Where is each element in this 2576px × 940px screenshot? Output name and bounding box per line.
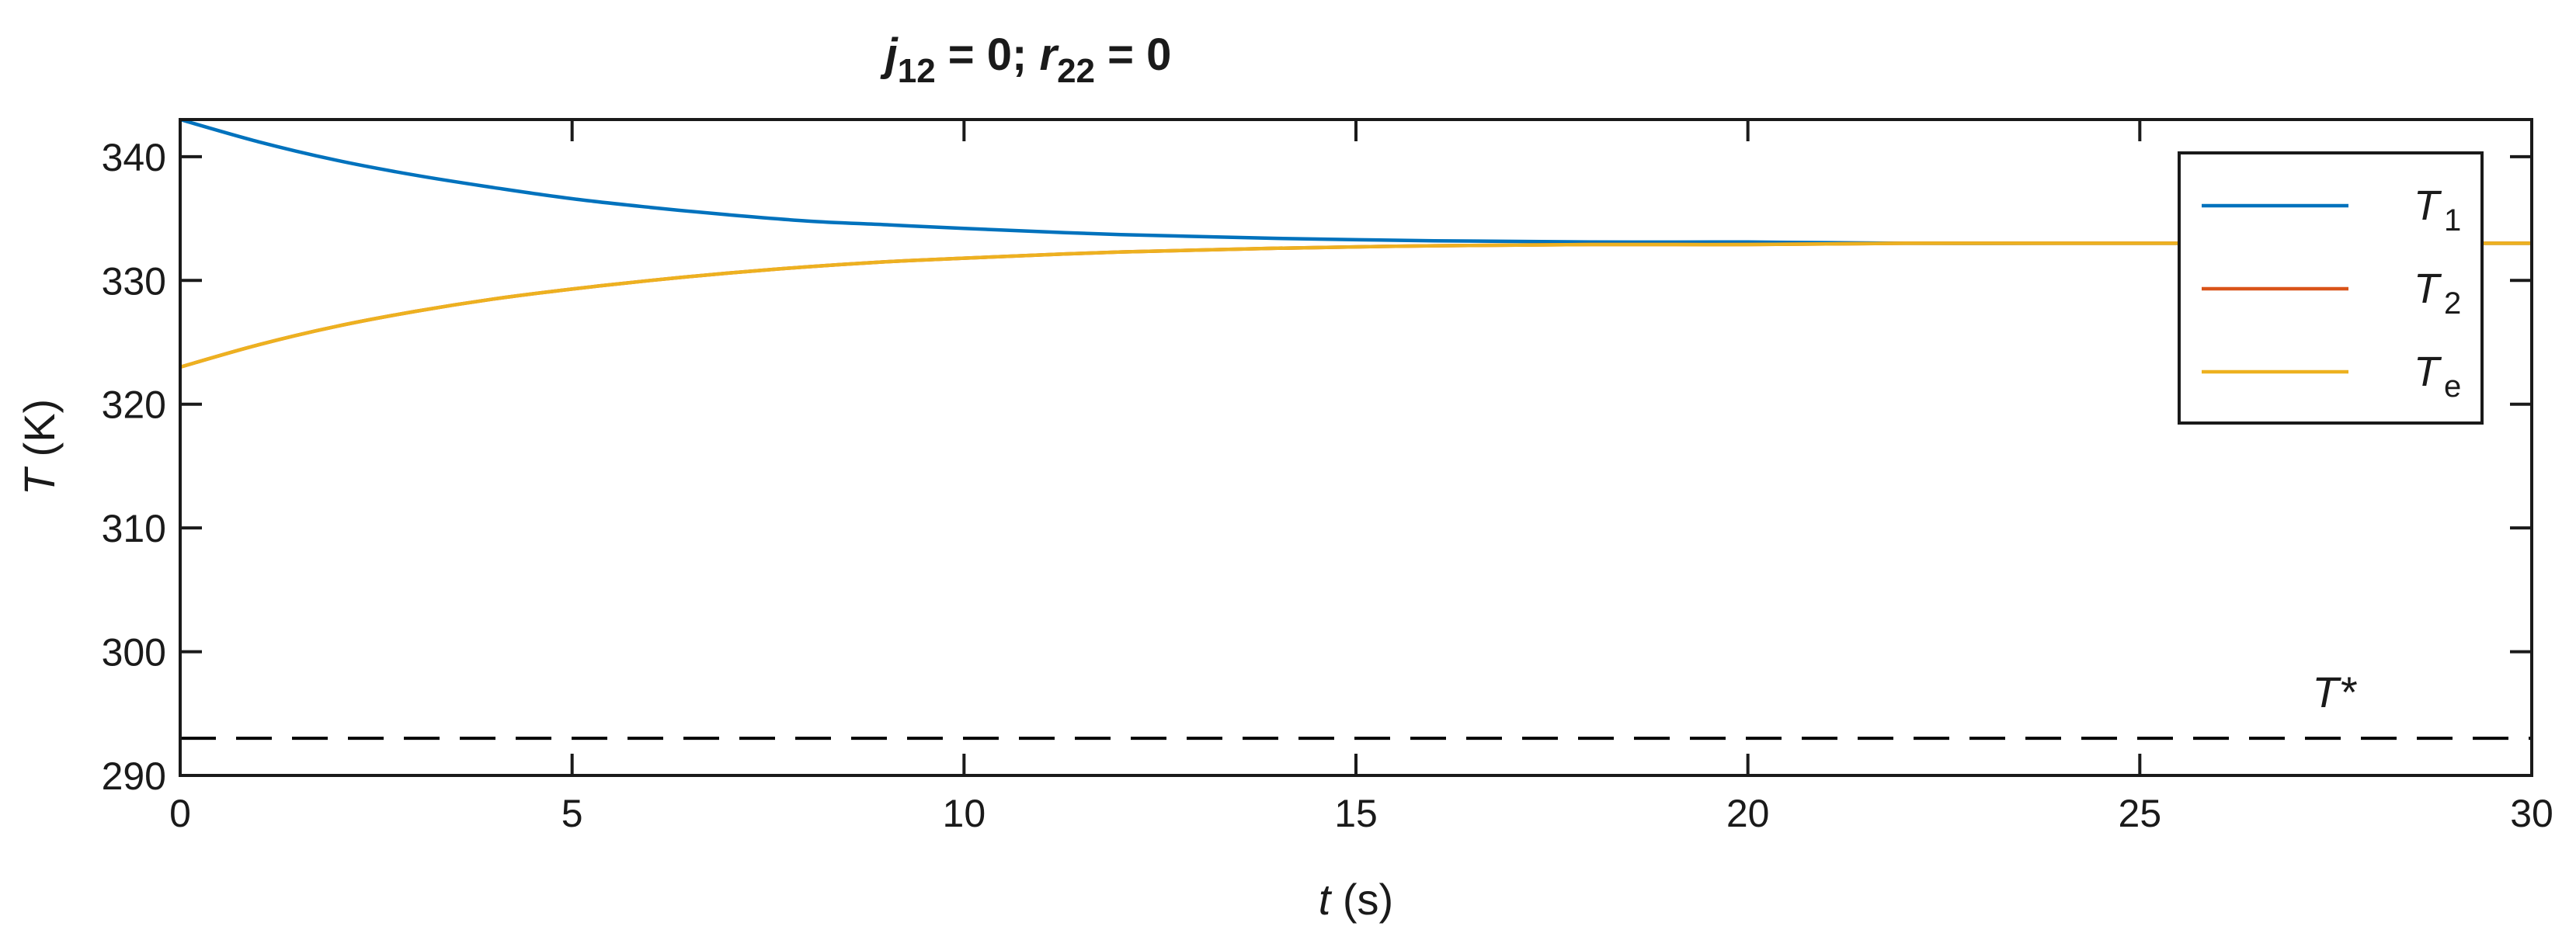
reference-line-group: T*	[180, 668, 2532, 741]
series-line-Te	[179, 241, 2532, 369]
y-axis-label: T (K)	[15, 399, 64, 495]
x-tick-label: 30	[2510, 792, 2553, 835]
legend-entries: T 1 T 2 T e	[2202, 182, 2461, 404]
x-axis-var: t	[1319, 875, 1333, 924]
x-tick-label: 5	[561, 792, 583, 835]
title-eq-1: = 0;	[936, 29, 1040, 80]
title-eq-2: = 0	[1095, 29, 1171, 80]
y-axis-unit: (K)	[15, 399, 64, 469]
y-tick-label: 290	[102, 754, 166, 798]
x-tick-label: 25	[2119, 792, 2162, 835]
title-sub-22: 22	[1057, 52, 1095, 90]
x-tick-label: 10	[943, 792, 986, 835]
x-axis-label: t (s)	[1319, 875, 1393, 924]
plot-frame	[179, 118, 2533, 777]
x-tick-label: 15	[1334, 792, 1378, 835]
x-tick-label: 20	[1726, 792, 1770, 835]
tick-labels: 0 5 10 15 20 25 30 290 300 310 320 330 340	[102, 136, 2553, 835]
legend: T 1 T 2 T e	[2178, 151, 2484, 425]
title-sub-12: 12	[898, 52, 936, 90]
y-tick-label: 320	[102, 383, 166, 427]
plot-series	[179, 117, 2532, 369]
y-tick-label: 300	[102, 631, 166, 675]
y-tick-label: 330	[102, 259, 166, 303]
reference-line-label: T*	[2312, 668, 2357, 716]
x-axis-unit: (s)	[1330, 875, 1393, 924]
x-tick-label: 0	[169, 792, 191, 835]
y-axis-var: T	[15, 466, 64, 495]
y-tick-label: 310	[102, 507, 166, 550]
title-var-r: r	[1039, 29, 1059, 80]
y-tick-label: 340	[102, 136, 166, 179]
chart-title: j12 = 0; r22 = 0	[880, 29, 1172, 90]
